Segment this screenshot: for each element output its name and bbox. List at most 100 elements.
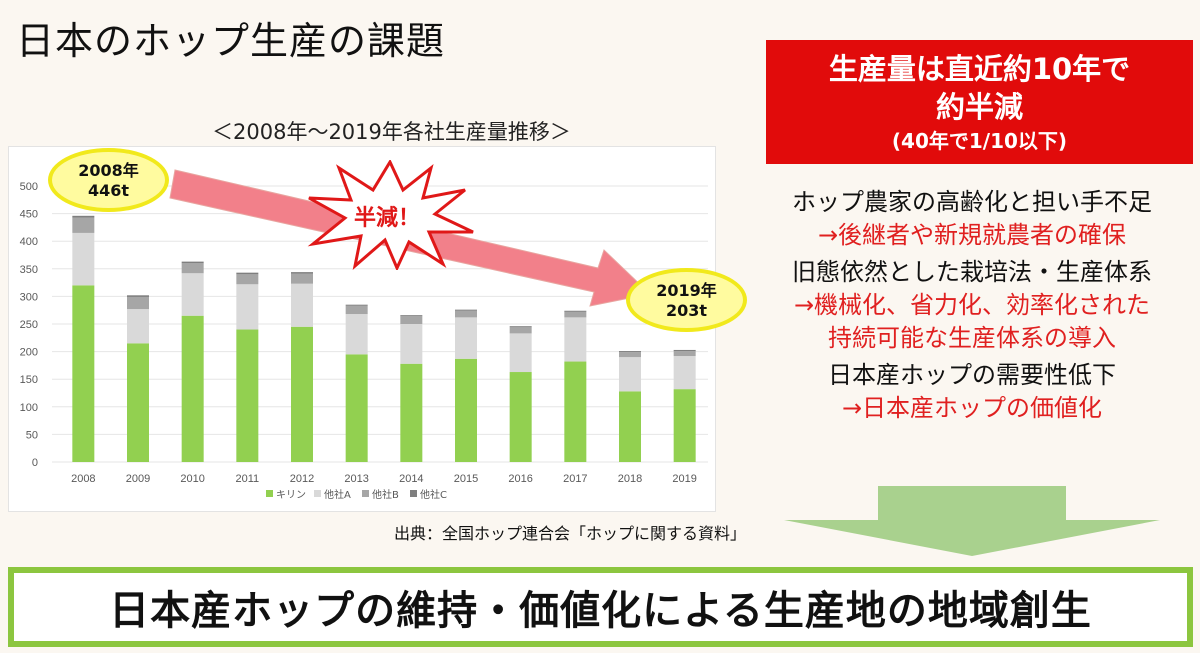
bar-segment bbox=[509, 372, 532, 462]
bar-segment bbox=[619, 352, 641, 358]
issue-solution: →日本産ホップの価値化 bbox=[841, 394, 1103, 422]
headline-line-2: 約半減 bbox=[935, 90, 1023, 124]
y-tick-label: 250 bbox=[20, 319, 38, 331]
conclusion-text: 日本産ホップの維持・価値化による生産地の地域創生 bbox=[109, 588, 1092, 634]
legend-swatch bbox=[410, 490, 417, 497]
bar-segment bbox=[564, 361, 587, 462]
bar-segment bbox=[509, 333, 532, 373]
conclusion-box: 日本産ホップの維持・価値化による生産地の地域創生 bbox=[8, 567, 1193, 647]
issue-item: 旧態依然とした栽培法・生産体系 →機械化、省力化、効率化された 持続可能な生産体… bbox=[745, 256, 1199, 355]
bar-segment bbox=[564, 310, 587, 312]
bar-segment bbox=[619, 391, 641, 462]
x-tick-label: 2015 bbox=[454, 473, 478, 485]
bar-segment bbox=[400, 315, 423, 317]
bar-segment bbox=[619, 351, 641, 353]
bar-segment bbox=[345, 304, 368, 306]
issue-item: 日本産ホップの需要性低下 →日本産ホップの価値化 bbox=[745, 359, 1199, 425]
y-tick-label: 350 bbox=[20, 264, 38, 276]
bar-segment bbox=[236, 272, 259, 275]
bar-segment bbox=[345, 354, 368, 462]
legend-swatch bbox=[314, 490, 321, 497]
issue-item: ホップ農家の高齢化と担い手不足 →後継者や新規就農者の確保 bbox=[745, 186, 1199, 252]
source-note: 出典：全国ホップ連合会「ホップに関する資料」 bbox=[394, 524, 747, 543]
x-tick-label: 2018 bbox=[618, 473, 642, 485]
bar-segment bbox=[127, 295, 149, 297]
burst-label: 半減！ bbox=[353, 206, 420, 231]
bar-segment bbox=[181, 263, 204, 274]
bar-segment bbox=[127, 309, 149, 344]
y-tick-label: 50 bbox=[26, 429, 38, 441]
x-tick-label: 2016 bbox=[508, 473, 532, 485]
bar-segment bbox=[291, 283, 313, 327]
legend-swatch bbox=[266, 490, 273, 497]
callout-2019: 2019年 203t bbox=[626, 268, 747, 332]
y-tick-label: 0 bbox=[32, 457, 38, 469]
bar-segment bbox=[673, 389, 696, 462]
bar-segment bbox=[455, 317, 477, 359]
bar-segment bbox=[291, 273, 313, 284]
bar-segment bbox=[509, 327, 532, 334]
bar-segment bbox=[181, 273, 204, 316]
x-tick-label: 2017 bbox=[563, 473, 587, 485]
issue-problem: 日本産ホップの需要性低下 bbox=[828, 361, 1116, 389]
callout-2008: 2008年 446t bbox=[48, 148, 169, 212]
bar-segment bbox=[564, 311, 587, 318]
bar-segment bbox=[127, 343, 149, 462]
bar-segment bbox=[673, 349, 696, 352]
x-tick-label: 2011 bbox=[236, 473, 260, 485]
legend-label: 他社A bbox=[324, 488, 351, 501]
x-tick-label: 2009 bbox=[126, 473, 150, 485]
page-title: 日本のホップ生産の課題 bbox=[16, 19, 446, 63]
conclusion-inner: 日本産ホップの維持・価値化による生産地の地域創生 bbox=[14, 573, 1187, 641]
bar-segment bbox=[345, 314, 368, 355]
legend-label: 他社C bbox=[420, 488, 447, 501]
legend-swatch bbox=[362, 490, 369, 497]
x-tick-label: 2013 bbox=[344, 473, 368, 485]
y-tick-label: 100 bbox=[20, 402, 38, 414]
issue-solution: →後継者や新規就農者の確保 bbox=[817, 221, 1127, 249]
y-tick-label: 400 bbox=[20, 236, 38, 248]
legend-label: キリン bbox=[276, 490, 306, 501]
y-tick-label: 450 bbox=[20, 209, 38, 221]
x-tick-label: 2008 bbox=[71, 473, 95, 485]
bar-segment bbox=[72, 215, 95, 218]
bar-segment bbox=[455, 310, 477, 318]
bar-segment bbox=[236, 274, 259, 285]
callout-2019-value: 203t bbox=[665, 301, 708, 320]
down-arrow bbox=[784, 486, 1160, 556]
chart-subtitle: ＜2008年～2019年各社生産量推移＞ bbox=[212, 120, 571, 144]
bar-segment bbox=[291, 272, 313, 274]
bar-segment bbox=[509, 326, 532, 328]
bar-segment bbox=[236, 329, 259, 462]
bar-segment bbox=[455, 309, 477, 311]
bar-segment bbox=[619, 357, 641, 392]
issue-solution: 持続可能な生産体系の導入 bbox=[828, 324, 1116, 352]
bar-segment bbox=[345, 305, 368, 315]
bar-segment bbox=[400, 316, 423, 324]
y-tick-label: 300 bbox=[20, 291, 38, 303]
bar-segment bbox=[72, 285, 95, 462]
issues-list: ホップ農家の高齢化と担い手不足 →後継者や新規就農者の確保 旧態依然とした栽培法… bbox=[745, 186, 1199, 429]
bar-segment bbox=[455, 358, 477, 462]
bar-segment bbox=[72, 217, 95, 233]
bar-segment bbox=[127, 296, 149, 310]
y-tick-label: 200 bbox=[20, 347, 38, 359]
burst-star bbox=[307, 160, 474, 270]
callout-2019-year: 2019年 bbox=[656, 281, 717, 300]
headline-line-3: (40年で1/10以下) bbox=[891, 129, 1068, 153]
bar-segment bbox=[673, 351, 696, 357]
x-tick-label: 2010 bbox=[180, 473, 204, 485]
x-tick-label: 2012 bbox=[290, 473, 314, 485]
bar-segment bbox=[181, 261, 204, 264]
bar-segment bbox=[400, 363, 423, 462]
issue-problem: 旧態依然とした栽培法・生産体系 bbox=[792, 258, 1152, 286]
bar-segment bbox=[291, 326, 313, 462]
y-tick-label: 500 bbox=[20, 181, 38, 193]
callout-2008-year: 2008年 bbox=[78, 161, 139, 180]
down-arrow-shape bbox=[784, 486, 1160, 556]
issue-solution: →機械化、省力化、効率化された bbox=[793, 291, 1151, 319]
callout-2008-value: 446t bbox=[87, 181, 130, 200]
x-tick-label: 2019 bbox=[672, 473, 696, 485]
headline-line-1: 生産量は直近約10年で bbox=[828, 52, 1131, 86]
y-tick-label: 150 bbox=[20, 374, 38, 386]
